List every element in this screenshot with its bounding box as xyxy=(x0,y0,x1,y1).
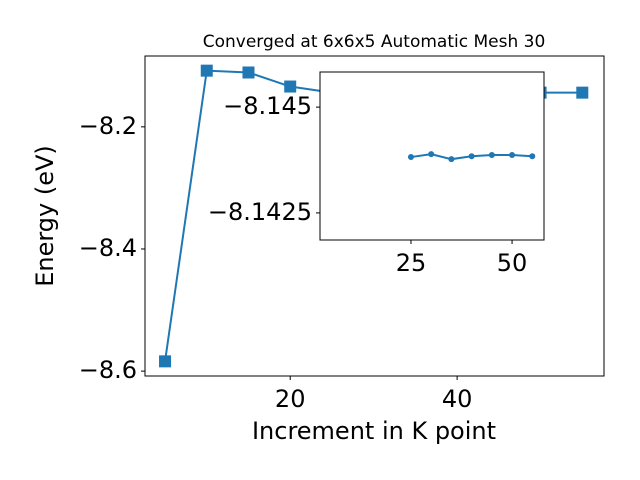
y-tick-label: −8.2 xyxy=(79,112,137,140)
marker xyxy=(468,153,475,160)
x-axis-label: Increment in K point xyxy=(252,417,496,445)
marker xyxy=(576,86,589,99)
x-tick-label: 50 xyxy=(497,249,528,277)
y-tick-label: −8.4 xyxy=(79,234,137,262)
marker xyxy=(529,153,536,160)
x-tick-label: 25 xyxy=(396,249,427,277)
y-tick-label: −8.1425 xyxy=(208,198,312,226)
y-tick-label: −8.145 xyxy=(223,92,312,120)
marker xyxy=(242,66,255,79)
axes-frame xyxy=(319,71,545,241)
x-tick-label: 40 xyxy=(442,385,473,413)
y-tick-label: −8.6 xyxy=(79,356,137,384)
marker xyxy=(284,80,297,93)
axes-frame xyxy=(144,55,605,377)
marker xyxy=(407,154,414,161)
y-axis-label: Energy (eV) xyxy=(31,145,59,287)
marker xyxy=(200,64,213,77)
marker xyxy=(159,355,172,368)
marker xyxy=(488,151,495,158)
marker xyxy=(428,151,435,158)
chart-title: Converged at 6x6x5 Automatic Mesh 30 xyxy=(203,32,546,52)
marker xyxy=(448,156,455,163)
marker xyxy=(509,151,516,158)
x-tick-label: 20 xyxy=(275,385,306,413)
plot-clip xyxy=(407,151,536,163)
